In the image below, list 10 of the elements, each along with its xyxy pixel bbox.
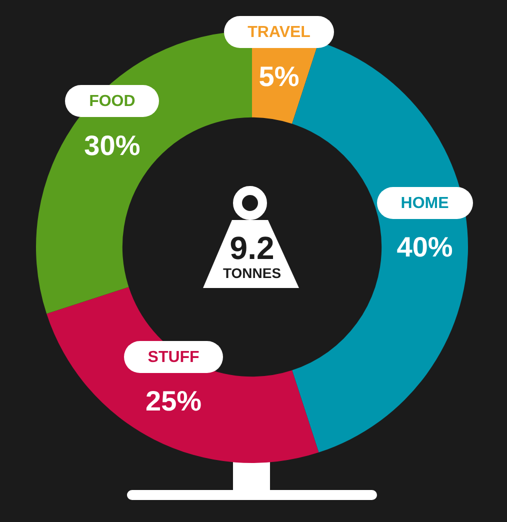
slice-label: HOME	[400, 195, 449, 213]
data-label: 5%	[258, 61, 300, 92]
data-label: 40%	[396, 232, 453, 263]
text: TONNES	[222, 264, 282, 281]
slice-label: STUFF	[148, 348, 200, 367]
slice-label: TRAVEL	[248, 24, 310, 42]
data-label: 25%	[146, 386, 202, 417]
slice-label: FOOD	[89, 93, 136, 112]
data-label: 30%	[84, 130, 140, 162]
text: 9.2	[230, 230, 274, 266]
